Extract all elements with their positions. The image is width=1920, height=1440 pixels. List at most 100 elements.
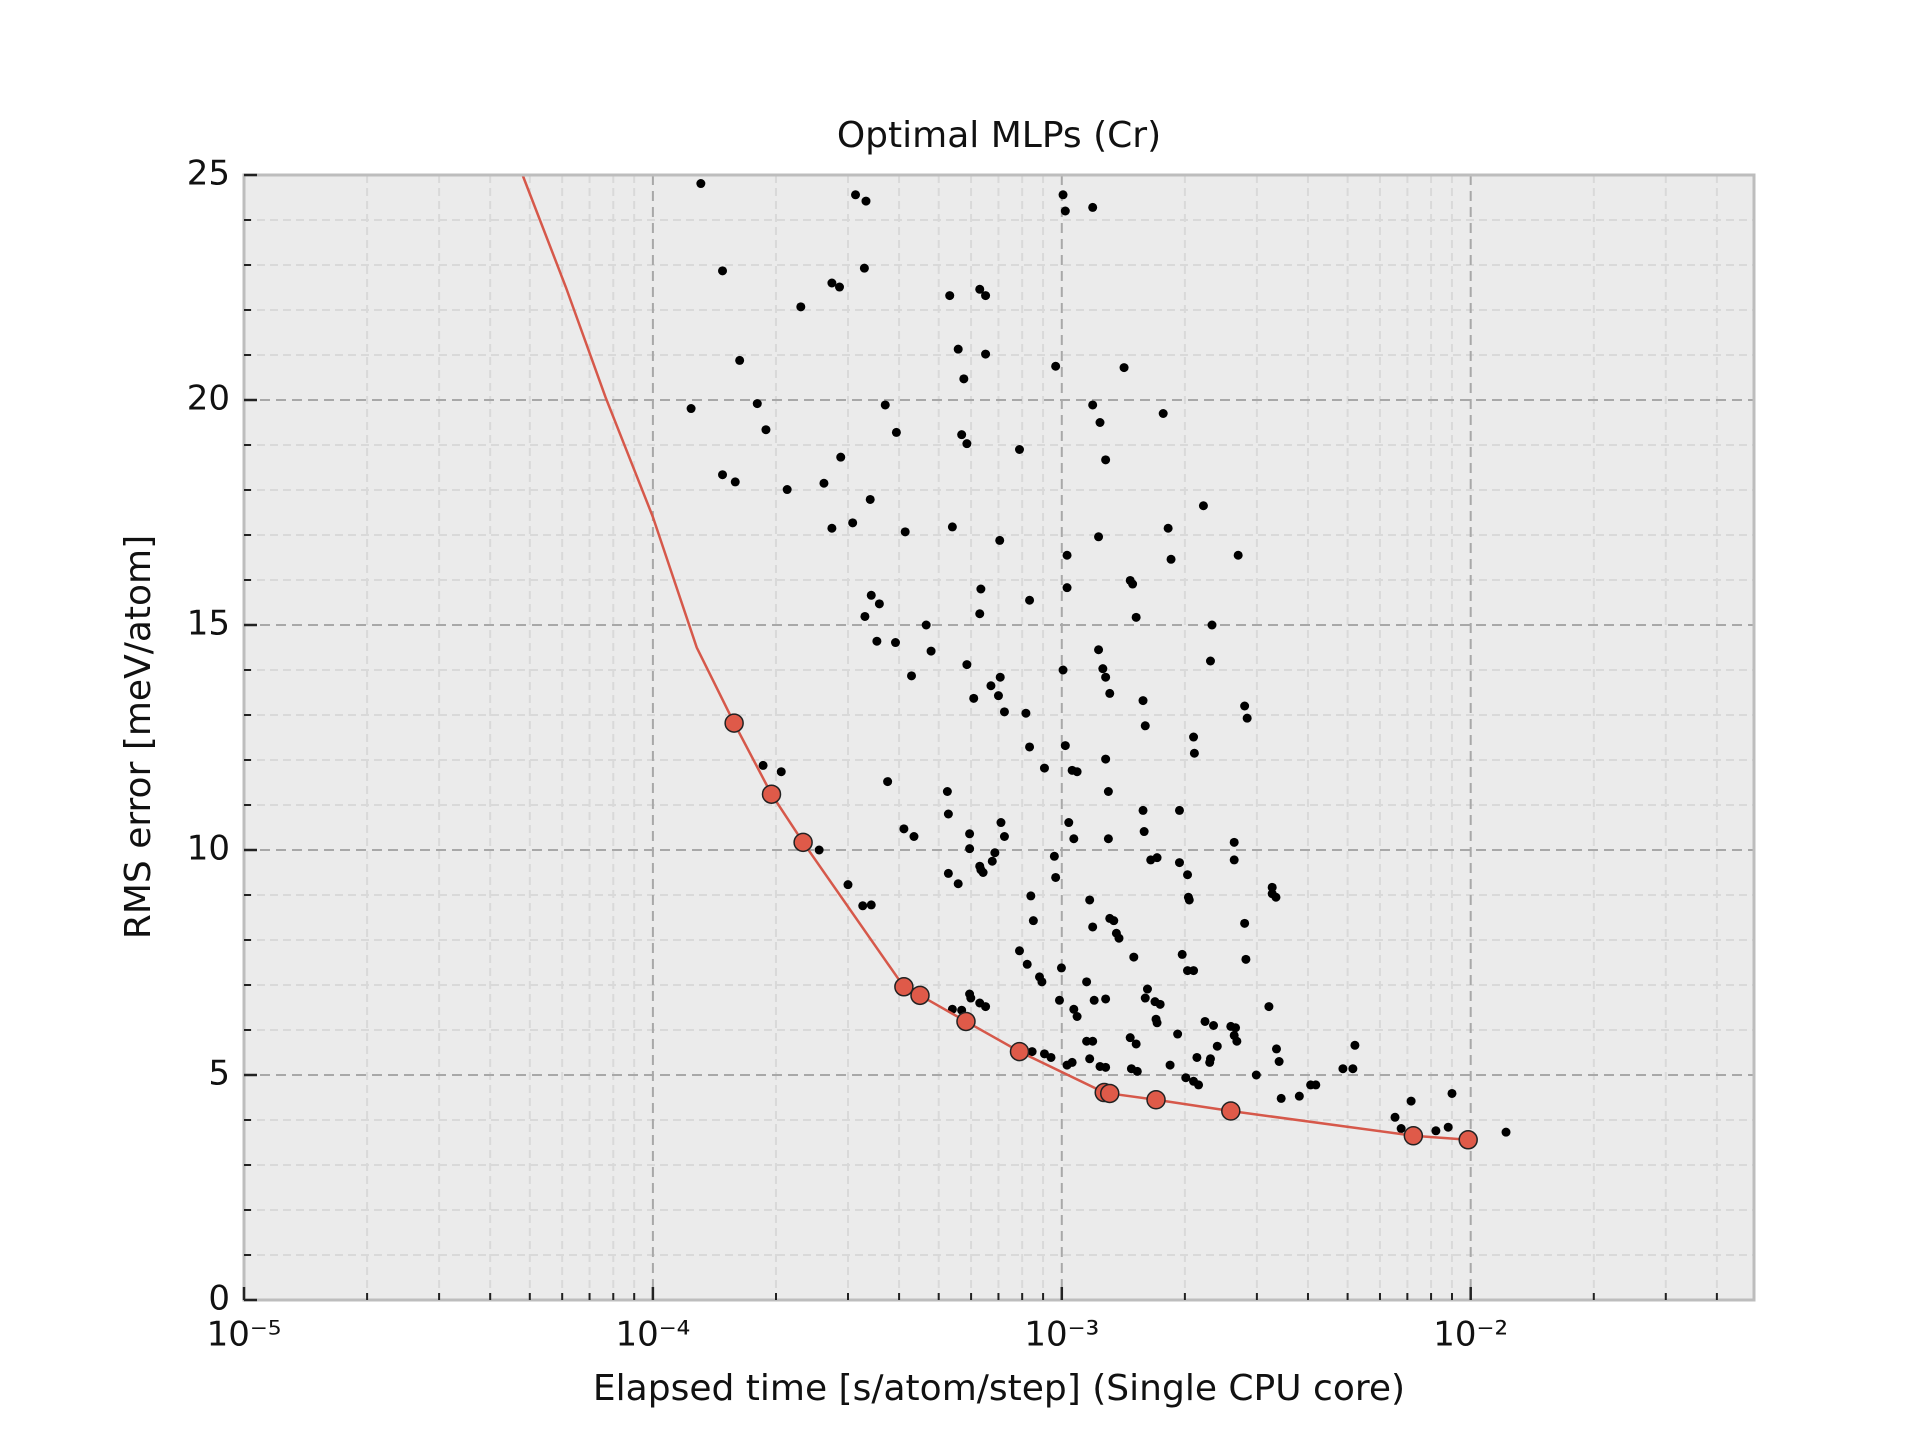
- model-point: [827, 523, 837, 533]
- model-point: [1101, 1062, 1111, 1072]
- model-point: [718, 266, 728, 276]
- model-point: [1049, 851, 1059, 861]
- model-point: [1166, 554, 1176, 564]
- model-point: [1131, 1039, 1141, 1049]
- model-point: [947, 522, 957, 532]
- model-point: [942, 787, 952, 796]
- model-point: [962, 439, 972, 449]
- model-point: [1264, 1002, 1274, 1012]
- model-point: [1058, 190, 1068, 200]
- model-point: [835, 282, 845, 292]
- model-point: [1131, 612, 1141, 622]
- model-point: [1158, 409, 1168, 418]
- model-point: [1241, 954, 1251, 964]
- model-point: [1051, 872, 1061, 882]
- model-point: [752, 399, 762, 409]
- model-point: [1181, 1073, 1191, 1083]
- model-point: [1240, 701, 1250, 711]
- model-point: [1242, 713, 1252, 723]
- model-point: [1231, 1023, 1241, 1033]
- model-point: [1051, 361, 1061, 371]
- model-point: [981, 291, 991, 301]
- model-point: [1094, 645, 1104, 655]
- model-point: [1109, 916, 1119, 926]
- model-point: [1103, 787, 1113, 796]
- model-point: [995, 535, 1005, 545]
- model-point: [1095, 418, 1105, 427]
- model-point: [1390, 1112, 1400, 1122]
- model-point: [978, 868, 988, 877]
- model-point: [1039, 763, 1049, 773]
- model-point: [1088, 922, 1098, 932]
- model-point: [1072, 1012, 1082, 1021]
- model-point: [1132, 1066, 1142, 1076]
- chart-title: Optimal MLPs (Cr): [837, 115, 1161, 156]
- model-point: [1142, 984, 1152, 994]
- model-point: [1060, 206, 1070, 216]
- model-point: [1101, 994, 1111, 1004]
- x-tick-label: 10⁻⁴: [615, 1315, 690, 1355]
- model-point: [1177, 949, 1187, 959]
- model-point: [865, 494, 875, 504]
- model-point: [1311, 1080, 1321, 1090]
- model-point: [883, 777, 893, 787]
- model-point: [1088, 400, 1098, 410]
- model-point: [1274, 1057, 1284, 1066]
- model-point: [776, 767, 786, 777]
- front-marker: [1099, 1083, 1120, 1104]
- model-point: [965, 829, 975, 839]
- model-point: [1229, 837, 1239, 847]
- model-point: [1101, 754, 1111, 764]
- model-point: [1105, 688, 1115, 698]
- model-point: [975, 284, 985, 294]
- model-point: [1085, 895, 1095, 905]
- model-point: [1207, 620, 1217, 630]
- model-point: [1396, 1124, 1406, 1134]
- front-marker: [724, 713, 744, 733]
- front-marker: [1221, 1101, 1241, 1121]
- model-point: [1183, 870, 1193, 880]
- model-point: [880, 400, 890, 410]
- model-point: [962, 660, 972, 670]
- model-point: [1140, 993, 1150, 1003]
- model-point: [1198, 501, 1208, 511]
- model-point: [827, 278, 837, 288]
- x-tick-label: 10⁻⁵: [207, 1315, 282, 1355]
- model-point: [1271, 1044, 1281, 1054]
- x-tick-label: 10⁻²: [1433, 1315, 1508, 1355]
- model-point: [1119, 363, 1129, 373]
- model-point: [1056, 963, 1066, 973]
- model-point: [1082, 977, 1092, 987]
- model-point: [1088, 202, 1098, 212]
- model-point: [1350, 1040, 1360, 1050]
- model-point: [1174, 858, 1184, 868]
- model-point: [909, 832, 919, 841]
- model-point: [891, 427, 901, 437]
- model-point: [1103, 834, 1113, 844]
- model-point: [1064, 818, 1074, 828]
- model-point: [975, 609, 985, 619]
- model-point: [1173, 1029, 1183, 1039]
- model-point: [1205, 1057, 1215, 1067]
- model-point: [1028, 916, 1038, 926]
- model-point: [1165, 1060, 1175, 1070]
- model-point: [1212, 1041, 1222, 1051]
- model-point: [899, 824, 909, 834]
- model-point: [1027, 1047, 1037, 1057]
- front-marker: [793, 832, 813, 853]
- model-point: [1125, 1033, 1135, 1043]
- model-point: [1189, 732, 1199, 742]
- x-tick-label: 10⁻³: [1024, 1315, 1099, 1355]
- model-point: [993, 691, 1003, 701]
- model-point: [1101, 455, 1111, 465]
- model-point: [1062, 583, 1072, 593]
- model-point: [1271, 892, 1281, 902]
- model-point: [1085, 1054, 1095, 1064]
- model-point: [1348, 1064, 1358, 1074]
- model-point: [1069, 834, 1079, 844]
- model-point: [1138, 696, 1148, 706]
- model-point: [996, 818, 1006, 828]
- model-point: [1067, 1057, 1077, 1067]
- model-point: [976, 584, 986, 594]
- model-point: [1037, 977, 1047, 987]
